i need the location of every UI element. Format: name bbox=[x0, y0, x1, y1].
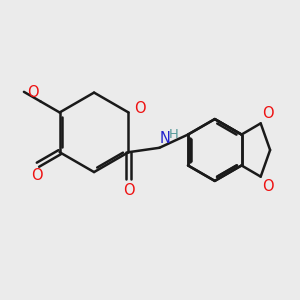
Text: O: O bbox=[134, 101, 146, 116]
Text: O: O bbox=[262, 179, 274, 194]
Text: O: O bbox=[262, 106, 274, 121]
Text: O: O bbox=[123, 183, 134, 198]
Text: O: O bbox=[27, 85, 39, 100]
Text: O: O bbox=[31, 168, 42, 183]
Text: N: N bbox=[160, 131, 171, 146]
Text: H: H bbox=[169, 128, 178, 141]
